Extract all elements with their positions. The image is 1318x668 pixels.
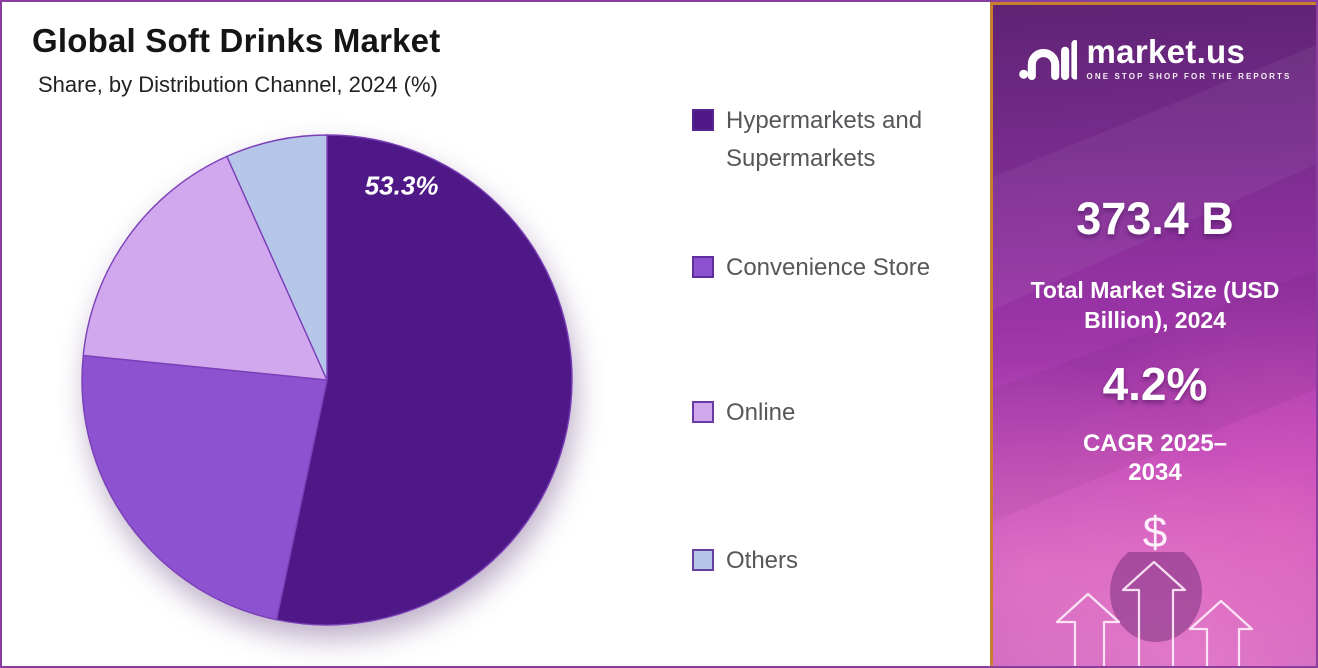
legend-item: Online bbox=[692, 394, 964, 432]
pie-slice-label: 53.3% bbox=[365, 171, 439, 201]
brand-tagline: ONE STOP SHOP FOR THE REPORTS bbox=[1086, 72, 1292, 81]
marketus-logo-icon bbox=[1018, 40, 1077, 81]
pie-slice-online bbox=[82, 155, 328, 381]
legend-swatch-icon bbox=[692, 549, 714, 571]
brand-name: market.us bbox=[1086, 33, 1246, 70]
pie-chart: 53.3% bbox=[67, 120, 587, 640]
legend-swatch-icon bbox=[692, 401, 714, 423]
cagr-value: 4.2% bbox=[1102, 358, 1208, 410]
page-title: Global Soft Drinks Market bbox=[32, 22, 441, 59]
legend-swatch-icon bbox=[692, 256, 714, 278]
dollar-icon: $ bbox=[1142, 508, 1168, 557]
legend-item: Convenience Store bbox=[692, 249, 964, 287]
legend-swatch-icon bbox=[692, 109, 714, 131]
cagr-label: CAGR 2025–2034 bbox=[1082, 430, 1228, 486]
brand-sidebar: market.us ONE STOP SHOP FOR THE REPORTS … bbox=[990, 2, 1316, 666]
growth-arrows-icon bbox=[1055, 552, 1254, 666]
legend-label: Hypermarkets and Supermarkets bbox=[726, 107, 923, 172]
pie-slice-hypermarkets-and-supermarkets bbox=[275, 134, 573, 626]
market-size-label: Total Market Size (USD Billion), 2024 bbox=[1030, 277, 1280, 333]
pie-chart-svg: 53.3% bbox=[81, 134, 573, 626]
legend-item: Hypermarkets and Supermarkets bbox=[692, 102, 964, 178]
page-subtitle: Share, by Distribution Channel, 2024 (%) bbox=[38, 72, 438, 97]
legend-label: Convenience Store bbox=[726, 254, 931, 281]
legend-item: Others bbox=[692, 542, 964, 580]
pie-slice-convenience-store bbox=[81, 354, 328, 621]
market-size-value: 373.4 B bbox=[1076, 193, 1234, 244]
legend-label: Others bbox=[726, 547, 799, 574]
pie-slice-others bbox=[226, 134, 328, 381]
legend-label: Online bbox=[726, 399, 796, 426]
marketus-logo: market.us ONE STOP SHOP FOR THE REPORTS bbox=[993, 31, 1316, 85]
